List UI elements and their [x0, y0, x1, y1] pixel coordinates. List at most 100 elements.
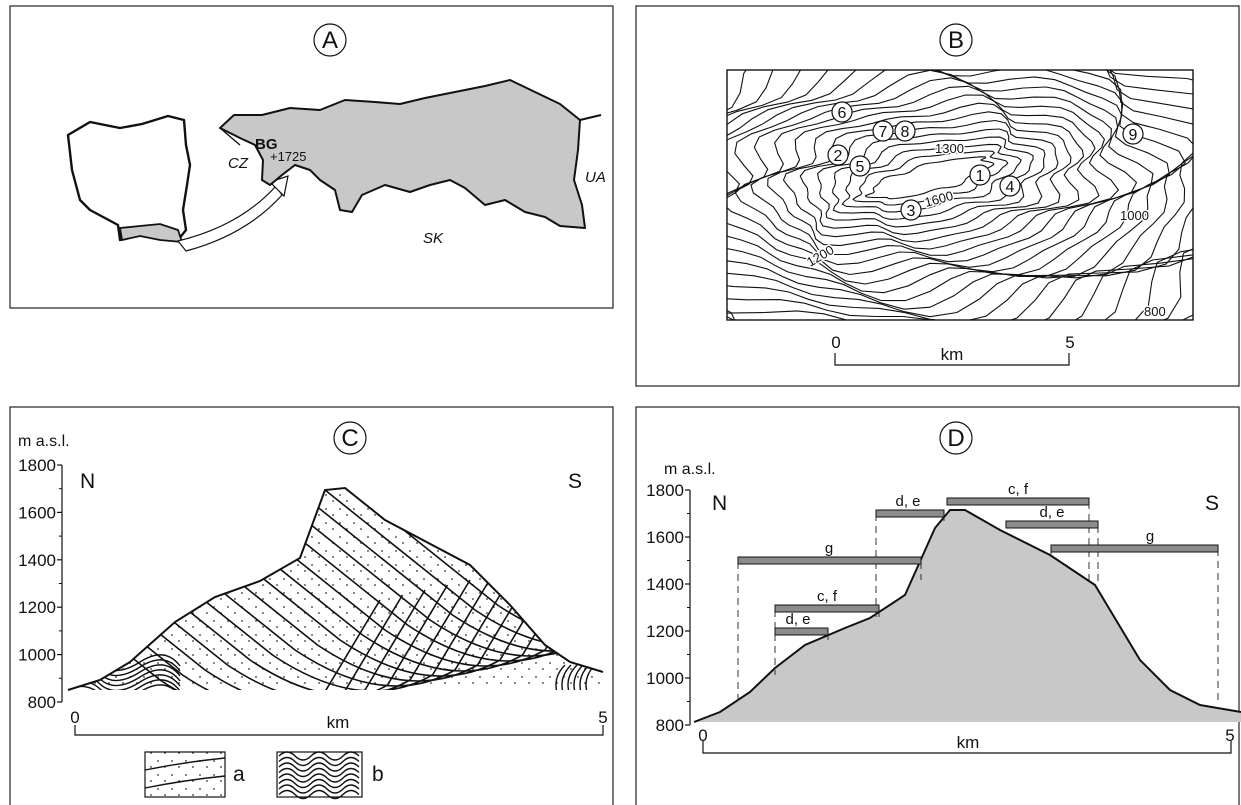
country-cz: CZ [228, 155, 249, 172]
c-north: N [80, 470, 95, 493]
border-line-2 [219, 127, 241, 146]
contour-line [1074, 258, 1193, 320]
legend-b-wave [278, 784, 360, 794]
legend-b-wave [278, 751, 360, 761]
bedding-line [68, 488, 449, 690]
d-profile [694, 510, 1241, 722]
legend-b-wave [278, 773, 360, 783]
zone-bar-cf-top [946, 497, 1090, 506]
c-y-title: m a.s.l. [18, 433, 70, 450]
c-strata [68, 488, 603, 690]
peak-label: +1725 [270, 149, 307, 164]
zone-bar-g-right [1050, 544, 1219, 553]
bedding-line [68, 488, 404, 690]
site-3: 3 [900, 199, 922, 221]
d-y-tick-1800: 1800 [646, 481, 684, 500]
panel-d-label: D [947, 425, 964, 452]
scale-unit: km [941, 345, 964, 364]
zone-label-g-right: g [1146, 528, 1154, 545]
contour-line [727, 70, 1154, 285]
folded-bed [573, 664, 584, 690]
bedding-line [68, 488, 426, 690]
svg-text:9: 9 [1129, 127, 1138, 144]
svg-text:2: 2 [834, 148, 843, 165]
site-2: 2 [827, 144, 849, 166]
zone-label-de-mid: d, e [895, 493, 920, 510]
folded-bed [567, 664, 578, 690]
zone-label-cf-top: c, f [1008, 481, 1029, 498]
zone-bar-de-low [774, 627, 829, 636]
scale-end: 5 [1065, 333, 1074, 352]
contour-line [852, 150, 1009, 206]
c-x-axis [74, 725, 604, 736]
zone-label-cf-low: c, f [817, 588, 838, 605]
svg-text:8: 8 [901, 124, 910, 141]
legend-b-label: b [372, 763, 384, 786]
panel-b-label: B [948, 27, 964, 54]
contour-label-1300: 1300 [935, 141, 964, 156]
panel-c: C m a.s.l. 1800 1600 1400 1200 1000 800 N S 0… [9, 406, 614, 805]
zone-bar-de-mid [875, 509, 945, 518]
c-profile-outline [67, 486, 604, 691]
d-x-axis [702, 741, 1232, 754]
contour-line [727, 70, 1186, 302]
d-profile-outline [693, 509, 1241, 723]
d-y-tick-1000: 1000 [646, 669, 684, 688]
zone-bar-cf-low [774, 604, 880, 613]
c-x-end: 5 [598, 708, 607, 727]
legend-b-wave [278, 762, 360, 772]
contour-line [727, 70, 1193, 320]
site-6: 6 [831, 101, 853, 123]
c-legend-a: a [144, 751, 245, 798]
site-5: 5 [849, 155, 871, 177]
contour-label-800: 800 [1144, 304, 1166, 319]
contour-label-1000: 1000 [1120, 208, 1149, 223]
d-y-tick-1600: 1600 [646, 528, 684, 547]
contour-line [750, 94, 1100, 256]
panel-b: B 1300 1600 1000 1200 800 1 2 3 4 5 6 7 … [635, 5, 1240, 387]
d-x-unit: km [957, 733, 980, 752]
panel-a-badge [313, 23, 347, 57]
border-line [579, 114, 602, 121]
scale-bar: 0 5 km [831, 333, 1075, 366]
country-outline [66, 114, 192, 242]
zone-bar-de-right [1005, 520, 1099, 529]
contour-line [782, 111, 1072, 243]
c-legend-b: b [276, 751, 384, 800]
panel-b-badge [939, 23, 973, 57]
scale-start: 0 [831, 333, 840, 352]
d-x-end: 5 [1225, 726, 1234, 745]
c-x-start: 0 [70, 708, 79, 727]
c-y-tick-800: 800 [28, 693, 56, 712]
d-y-title: m a.s.l. [664, 461, 716, 478]
legend-b-wave [278, 789, 360, 800]
d-zone-labels: g c, f d, e d, e c, f d, e g [785, 481, 1154, 628]
d-south: S [1205, 492, 1219, 515]
site-8: 8 [894, 120, 916, 142]
contour-line [727, 70, 1193, 318]
panel-a: A BG +1725 CZ SK UA [9, 5, 614, 309]
site-9: 9 [1122, 123, 1144, 145]
legend-b-wave [278, 756, 360, 767]
contour-line [727, 70, 1193, 310]
c-south: S [568, 470, 582, 493]
legend-b-wave [278, 778, 360, 789]
d-zone-bars [737, 497, 1219, 636]
panel-d: D m a.s.l. 1800 1600 1400 1200 1000 800 N S [635, 406, 1241, 805]
panel-d-frame [635, 406, 1240, 805]
contour-line [727, 70, 1171, 294]
contour-line [832, 136, 1034, 220]
c-y-tick-1600: 1600 [18, 503, 56, 522]
d-y-tick-1200: 1200 [646, 622, 684, 641]
folded-bed [561, 664, 572, 690]
svg-text:4: 4 [1006, 179, 1015, 196]
contour-line [841, 143, 1022, 213]
zone-label-g-left: g [825, 540, 833, 557]
c-y-tick-1200: 1200 [18, 598, 56, 617]
d-north: N [712, 492, 727, 515]
panel-b-frame [635, 5, 1240, 387]
c-y-tick-1000: 1000 [18, 646, 56, 665]
panel-a-label: A [322, 27, 338, 54]
panel-a-frame [9, 5, 614, 309]
c-y-tick-1800: 1800 [18, 456, 56, 475]
